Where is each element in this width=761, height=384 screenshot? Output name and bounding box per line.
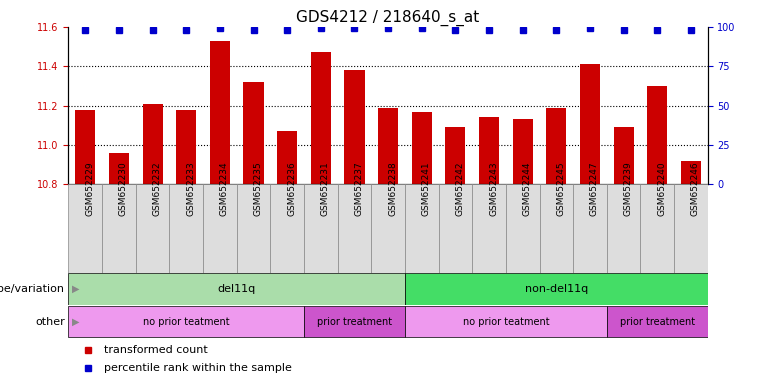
Text: prior treatment: prior treatment — [317, 316, 392, 327]
Bar — [345, 70, 365, 184]
Bar — [176, 109, 196, 184]
Text: GSM652235: GSM652235 — [253, 161, 263, 216]
Text: prior treatment: prior treatment — [619, 316, 695, 327]
Bar — [506, 184, 540, 273]
Bar — [102, 184, 135, 273]
Bar — [613, 127, 634, 184]
Bar — [142, 104, 163, 184]
Bar — [338, 184, 371, 273]
Text: genotype/variation: genotype/variation — [0, 284, 65, 294]
Bar — [210, 41, 230, 184]
Bar — [277, 131, 298, 184]
Text: GSM652232: GSM652232 — [153, 161, 161, 216]
Bar — [681, 161, 701, 184]
Text: GSM652237: GSM652237 — [355, 161, 364, 216]
Bar — [445, 127, 466, 184]
Text: non-del11q: non-del11q — [524, 284, 588, 294]
Bar — [109, 153, 129, 184]
Text: GSM652243: GSM652243 — [489, 161, 498, 216]
Text: GSM652231: GSM652231 — [321, 161, 330, 216]
Bar — [513, 119, 533, 184]
Bar — [473, 184, 506, 273]
Text: GSM652247: GSM652247 — [590, 161, 599, 216]
Bar — [68, 184, 102, 273]
Bar — [540, 184, 573, 273]
Bar — [438, 184, 473, 273]
Bar — [580, 64, 600, 184]
Bar — [412, 111, 431, 184]
Text: GSM652240: GSM652240 — [658, 161, 667, 216]
Text: no prior teatment: no prior teatment — [463, 316, 549, 327]
Bar — [378, 108, 398, 184]
Text: no prior teatment: no prior teatment — [143, 316, 230, 327]
Text: percentile rank within the sample: percentile rank within the sample — [103, 363, 291, 373]
Text: GSM652239: GSM652239 — [623, 161, 632, 216]
Bar — [304, 306, 405, 337]
Text: GSM652238: GSM652238 — [388, 161, 397, 216]
Bar — [203, 184, 237, 273]
Bar — [135, 184, 170, 273]
Bar — [405, 306, 607, 337]
Bar — [170, 184, 203, 273]
Text: GSM652229: GSM652229 — [85, 161, 94, 216]
Bar — [607, 184, 641, 273]
Text: GSM652246: GSM652246 — [691, 161, 700, 216]
Bar — [674, 184, 708, 273]
Text: GSM652244: GSM652244 — [523, 162, 532, 216]
Bar — [304, 184, 338, 273]
Bar — [607, 306, 708, 337]
Bar — [546, 108, 566, 184]
Text: transformed count: transformed count — [103, 345, 208, 355]
Bar — [75, 109, 95, 184]
Text: ▶: ▶ — [72, 284, 80, 294]
Bar — [479, 118, 499, 184]
Bar — [371, 184, 405, 273]
Bar — [270, 184, 304, 273]
Text: GSM652241: GSM652241 — [422, 161, 431, 216]
Bar — [573, 184, 607, 273]
Bar — [237, 184, 270, 273]
Bar — [68, 306, 304, 337]
Text: GSM652230: GSM652230 — [119, 161, 128, 216]
Bar — [244, 82, 263, 184]
Bar — [68, 273, 405, 305]
Bar — [647, 86, 667, 184]
Text: GSM652236: GSM652236 — [287, 161, 296, 216]
Text: ▶: ▶ — [72, 316, 80, 327]
Bar — [405, 273, 708, 305]
Bar — [641, 184, 674, 273]
Text: other: other — [35, 316, 65, 327]
Text: GSM652234: GSM652234 — [220, 161, 229, 216]
Bar — [405, 184, 438, 273]
Text: GSM652233: GSM652233 — [186, 161, 196, 216]
Text: GSM652245: GSM652245 — [556, 161, 565, 216]
Bar — [310, 53, 331, 184]
Text: GSM652242: GSM652242 — [455, 162, 464, 216]
Text: del11q: del11q — [218, 284, 256, 294]
Title: GDS4212 / 218640_s_at: GDS4212 / 218640_s_at — [297, 9, 479, 25]
